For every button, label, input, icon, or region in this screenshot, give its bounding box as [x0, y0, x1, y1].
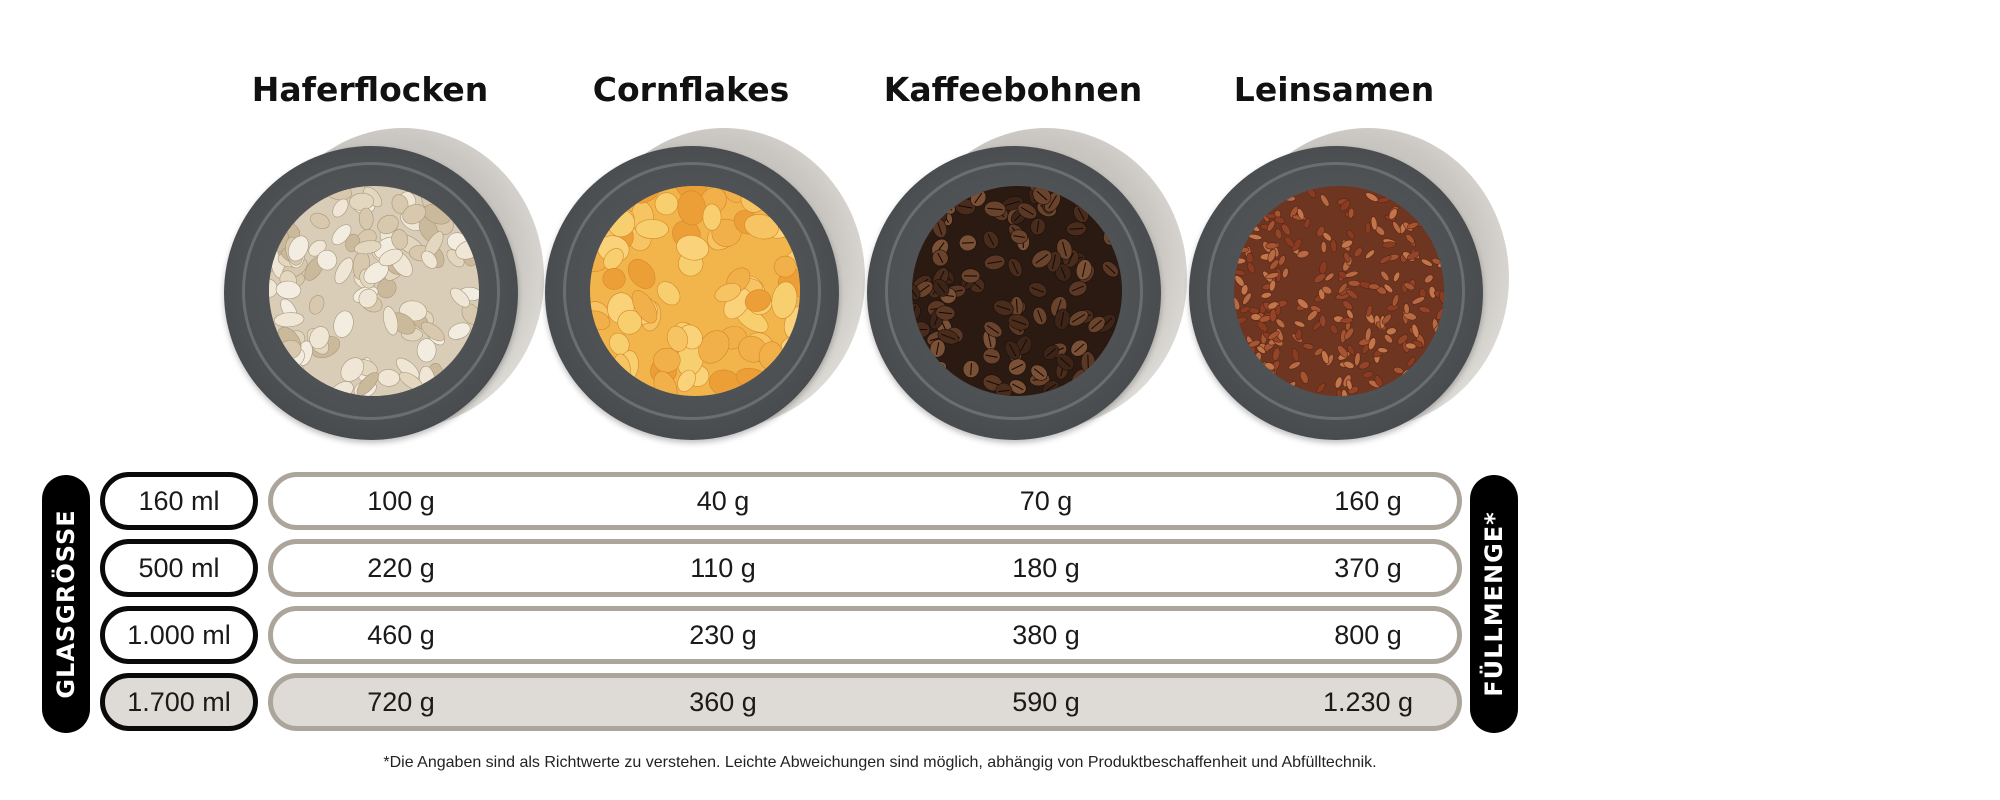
cornflakes-texture	[590, 186, 800, 396]
size-pill-500ml: 500 ml	[100, 539, 258, 597]
flax-seeds-photo	[1234, 186, 1444, 396]
value-haferflocken: 100 g	[367, 486, 435, 516]
label-fuellmenge-text: FÜLLMENGE*	[1480, 511, 1508, 697]
product-title-leinsamen: Leinsamen	[1233, 70, 1435, 109]
footnote: *Die Angaben sind als Richtwerte zu vers…	[383, 754, 1377, 771]
table-row: 720 g 360 g 590 g 1.230 g	[268, 673, 1462, 731]
size-pill-160ml: 160 ml	[100, 472, 258, 530]
value-kaffeebohnen: 590 g	[1012, 687, 1080, 717]
value-cornflakes: 230 g	[689, 620, 757, 650]
coffee-beans-photo	[912, 186, 1122, 396]
size-pill-1000ml: 1.000 ml	[100, 606, 258, 664]
label-fuellmenge: FÜLLMENGE*	[1470, 475, 1518, 733]
jar-haferflocken	[224, 128, 544, 448]
value-leinsamen: 800 g	[1334, 620, 1402, 650]
table-row: 460 g 230 g 380 g 800 g	[268, 606, 1462, 664]
value-kaffeebohnen: 380 g	[1012, 620, 1080, 650]
value-kaffeebohnen: 180 g	[1012, 553, 1080, 583]
value-kaffeebohnen: 70 g	[1019, 486, 1073, 516]
size-pill-1700ml: 1.700 ml	[100, 673, 258, 731]
label-glasgroesse: GLASGRÖSSE	[42, 475, 90, 733]
product-title-kaffeebohnen: Kaffeebohnen	[883, 70, 1143, 109]
oat-flakes-photo	[269, 186, 479, 396]
flax-seeds-texture	[1234, 186, 1444, 396]
value-cornflakes: 360 g	[689, 687, 757, 717]
product-title-cornflakes: Cornflakes	[592, 70, 790, 109]
cornflakes-photo	[590, 186, 800, 396]
jar-cornflakes	[545, 128, 865, 448]
value-cornflakes: 40 g	[696, 486, 750, 516]
jar-kaffeebohnen	[867, 128, 1187, 448]
value-leinsamen: 1.230 g	[1322, 687, 1414, 717]
table-row: 220 g 110 g 180 g 370 g	[268, 539, 1462, 597]
table-row: 100 g 40 g 70 g 160 g	[268, 472, 1462, 530]
value-haferflocken: 460 g	[367, 620, 435, 650]
label-glasgroesse-text: GLASGRÖSSE	[52, 509, 80, 699]
value-haferflocken: 220 g	[367, 553, 435, 583]
coffee-beans-texture	[912, 186, 1122, 396]
product-title-haferflocken: Haferflocken	[251, 70, 489, 109]
value-haferflocken: 720 g	[367, 687, 435, 717]
value-cornflakes: 110 g	[690, 553, 756, 583]
jar-leinsamen	[1189, 128, 1509, 448]
value-leinsamen: 370 g	[1334, 553, 1402, 583]
oat-flakes-texture	[269, 186, 479, 396]
value-leinsamen: 160 g	[1334, 486, 1402, 516]
